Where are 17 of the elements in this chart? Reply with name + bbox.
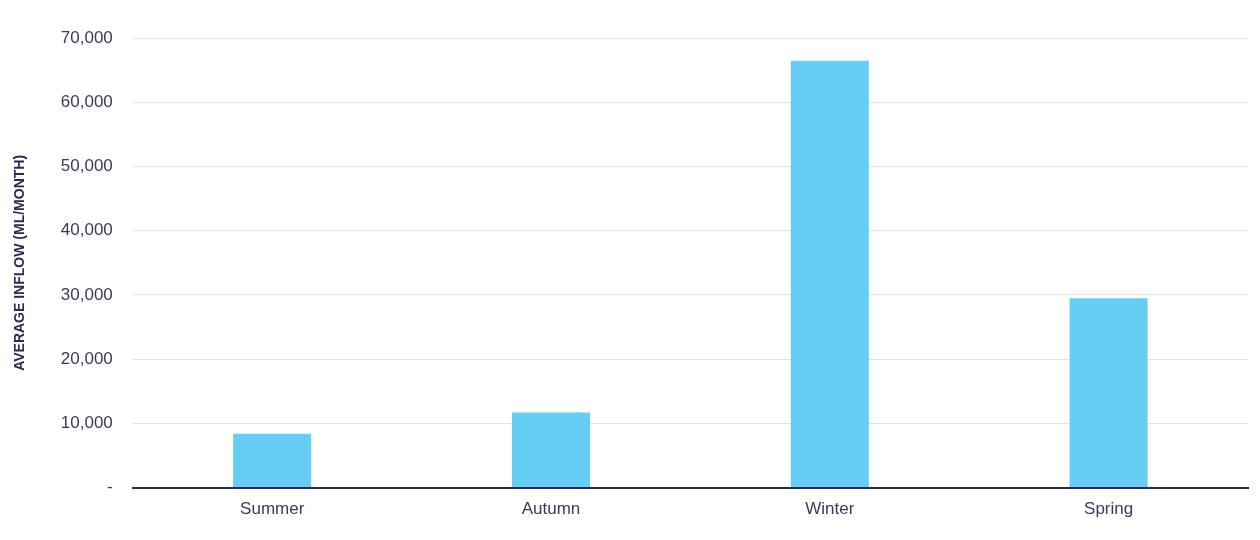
bar bbox=[790, 60, 869, 488]
x-tick-label: Autumn bbox=[521, 499, 581, 519]
x-tick-label: Summer bbox=[240, 499, 305, 519]
y-tick-label: 70,000 bbox=[60, 27, 113, 47]
bar bbox=[1069, 298, 1148, 488]
y-tick-label: 20,000 bbox=[60, 348, 113, 368]
x-tick-label: Spring bbox=[1084, 499, 1134, 519]
bar bbox=[233, 433, 312, 488]
y-tick-label: 30,000 bbox=[60, 284, 113, 304]
y-tick-label: - bbox=[107, 477, 113, 497]
y-tick-label: 50,000 bbox=[60, 156, 113, 176]
x-tick-label: Winter bbox=[805, 499, 855, 519]
y-tick-label: 40,000 bbox=[60, 220, 113, 240]
y-tick-label: 10,000 bbox=[60, 413, 113, 433]
y-tick-label: 60,000 bbox=[60, 92, 113, 112]
bar bbox=[511, 412, 591, 488]
y-axis-title: AVERAGE INFLOW (ML/MONTH) bbox=[11, 154, 28, 371]
